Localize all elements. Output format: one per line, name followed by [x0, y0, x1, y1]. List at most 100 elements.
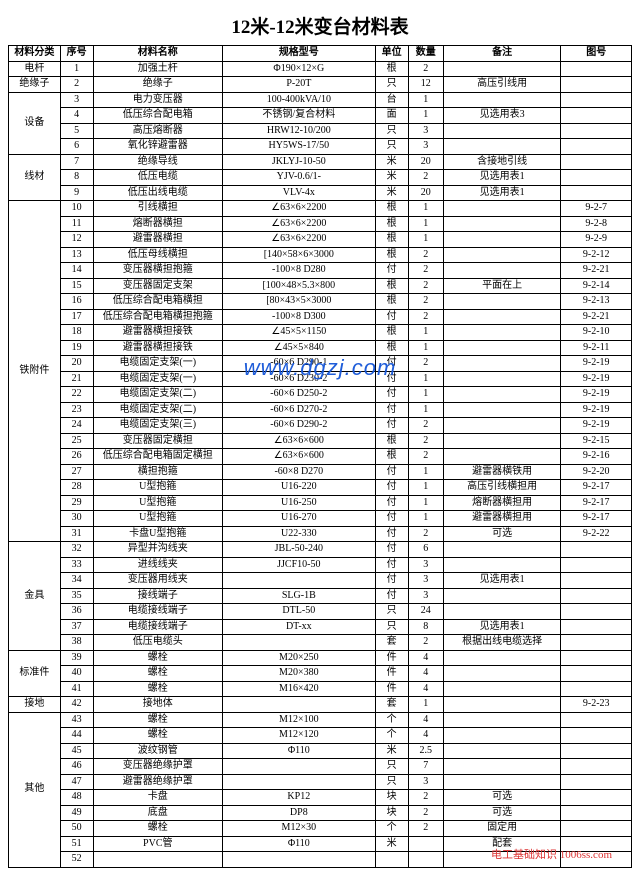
data-cell — [222, 774, 375, 790]
data-cell: 9-2-19 — [561, 402, 632, 418]
data-cell: ∠63×6×2200 — [222, 232, 375, 248]
data-cell: 米 — [375, 185, 408, 201]
data-cell — [561, 666, 632, 682]
data-cell: 固定用 — [443, 821, 561, 837]
data-cell: 46 — [60, 759, 93, 775]
data-cell — [561, 604, 632, 620]
col-header: 数量 — [408, 46, 443, 62]
data-cell: 避雷器横铁用 — [443, 464, 561, 480]
data-cell: 9-2-21 — [561, 309, 632, 325]
data-cell: 低压综合配电箱固定横担 — [93, 449, 222, 465]
data-cell: 6 — [60, 139, 93, 155]
data-cell: 43 — [60, 712, 93, 728]
data-cell — [443, 604, 561, 620]
data-cell: 件 — [375, 666, 408, 682]
data-cell: 1 — [408, 108, 443, 124]
data-cell: U16-220 — [222, 480, 375, 496]
table-container: 材料分类序号材料名称规格型号单位数量备注图号 电杆1加强土杆Φ190×12×G根… — [8, 45, 632, 868]
data-cell: 2 — [60, 77, 93, 93]
category-cell: 其他 — [9, 712, 61, 867]
data-cell — [561, 92, 632, 108]
data-cell: 20 — [60, 356, 93, 372]
data-cell: 只 — [375, 77, 408, 93]
data-cell — [561, 805, 632, 821]
data-cell: U型抱箍 — [93, 480, 222, 496]
data-cell: 41 — [60, 681, 93, 697]
table-row: 9低压出线电缆VLV-4x米20见选用表1 — [9, 185, 632, 201]
col-header: 序号 — [60, 46, 93, 62]
data-cell: U16-250 — [222, 495, 375, 511]
data-cell: 米 — [375, 836, 408, 852]
table-row: 40螺栓M20×380件4 — [9, 666, 632, 682]
data-cell — [443, 743, 561, 759]
data-cell: 根 — [375, 61, 408, 77]
data-cell — [443, 449, 561, 465]
data-cell: 付 — [375, 371, 408, 387]
data-cell — [408, 852, 443, 868]
data-cell: 9-2-19 — [561, 356, 632, 372]
data-cell — [443, 712, 561, 728]
data-cell: 4 — [60, 108, 93, 124]
data-cell: 变压器横担抱箍 — [93, 263, 222, 279]
data-cell: M20×250 — [222, 650, 375, 666]
table-row: 48卡盘KP12块2可选 — [9, 790, 632, 806]
data-cell — [443, 666, 561, 682]
data-cell: 47 — [60, 774, 93, 790]
data-cell — [443, 371, 561, 387]
data-cell: 3 — [408, 123, 443, 139]
table-row: 47避雷器绝缘护罩只3 — [9, 774, 632, 790]
data-cell — [443, 340, 561, 356]
data-cell: 件 — [375, 650, 408, 666]
data-cell: 根 — [375, 232, 408, 248]
data-cell: 23 — [60, 402, 93, 418]
data-cell: 24 — [60, 418, 93, 434]
data-cell: ∠45×5×840 — [222, 340, 375, 356]
data-cell: 25 — [60, 433, 93, 449]
table-row: 19避雷器横担接铁∠45×5×840根19-2-11 — [9, 340, 632, 356]
data-cell — [443, 325, 561, 341]
data-cell: 螺栓 — [93, 666, 222, 682]
data-cell: ∠63×6×2200 — [222, 201, 375, 217]
data-cell: 18 — [60, 325, 93, 341]
table-row: 15变压器固定支架[100×48×5.3×800根2平面在上9-2-14 — [9, 278, 632, 294]
data-cell: 9-2-7 — [561, 201, 632, 217]
table-row: 49底盘DP8块2可选 — [9, 805, 632, 821]
table-row: 33进线线夹JJCF10-50付3 — [9, 557, 632, 573]
data-cell — [222, 759, 375, 775]
data-cell: KP12 — [222, 790, 375, 806]
data-cell: [140×58×6×3000 — [222, 247, 375, 263]
page-title: 12米-12米变台材料表 — [8, 12, 632, 39]
data-cell: 付 — [375, 495, 408, 511]
table-row: 4低压综合配电箱不锈钢/复合材料面1见选用表3 — [9, 108, 632, 124]
data-cell — [561, 154, 632, 170]
data-cell — [561, 635, 632, 651]
table-row: 46变压器绝缘护罩只7 — [9, 759, 632, 775]
table-row: 绝缘子2绝缘子P-20T只12高压引线用 — [9, 77, 632, 93]
table-row: 31卡盘U型抱箍U22-330付2可选9-2-22 — [9, 526, 632, 542]
data-cell: 51 — [60, 836, 93, 852]
data-cell: U22-330 — [222, 526, 375, 542]
data-cell: M12×30 — [222, 821, 375, 837]
data-cell: -60×6 D250-2 — [222, 387, 375, 403]
data-cell: [80×43×5×3000 — [222, 294, 375, 310]
data-cell: 件 — [375, 681, 408, 697]
category-cell: 铁附件 — [9, 201, 61, 542]
materials-table: 材料分类序号材料名称规格型号单位数量备注图号 电杆1加强土杆Φ190×12×G根… — [8, 45, 632, 868]
data-cell: 2 — [408, 170, 443, 186]
data-cell — [561, 821, 632, 837]
data-cell: 9-2-9 — [561, 232, 632, 248]
data-cell: 卡盘U型抱箍 — [93, 526, 222, 542]
data-cell: JKLYJ-10-50 — [222, 154, 375, 170]
data-cell: 根 — [375, 325, 408, 341]
table-row: 其他43螺栓M12×100个4 — [9, 712, 632, 728]
data-cell: 1 — [408, 92, 443, 108]
data-cell — [561, 619, 632, 635]
data-cell: 见选用表1 — [443, 573, 561, 589]
table-row: 13低压母线横担[140×58×6×3000根29-2-12 — [9, 247, 632, 263]
data-cell: 只 — [375, 759, 408, 775]
data-cell: 付 — [375, 402, 408, 418]
data-cell: 9-2-23 — [561, 697, 632, 713]
data-cell: 9-2-13 — [561, 294, 632, 310]
data-cell: HY5WS-17/50 — [222, 139, 375, 155]
category-cell: 金具 — [9, 542, 61, 651]
